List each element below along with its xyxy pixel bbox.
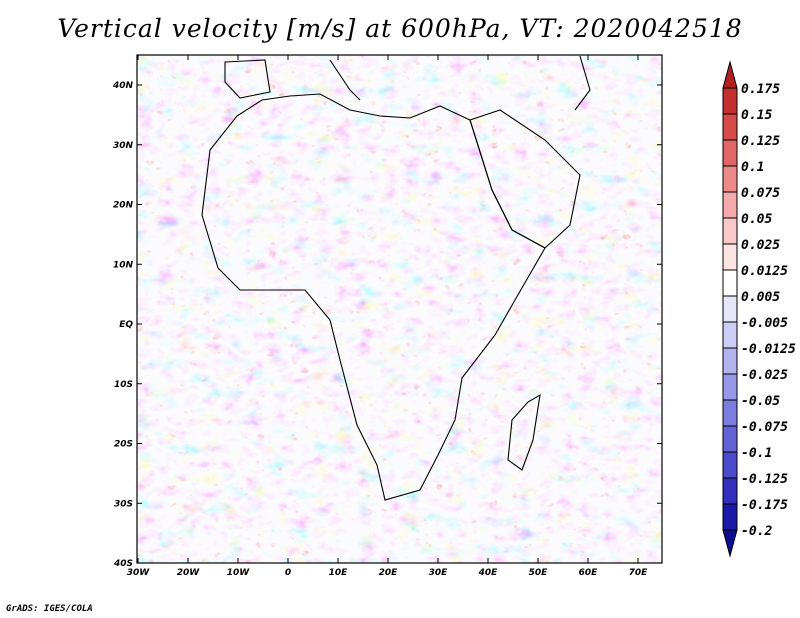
colorbar-swatch [722,347,738,375]
colorbar-label: -0.025 [741,368,788,383]
y-tick-label: 20N [113,201,134,211]
y-tick-label: 10N [113,260,134,270]
colorbar-label: 0.15 [741,108,772,123]
x-tick-label: 10E [329,568,349,578]
y-tick-label: 10S [114,380,133,390]
colorbar-swatch [722,165,738,193]
colorbar-label: -0.005 [741,316,788,331]
colorbar-label: -0.075 [741,420,788,435]
colorbar-label: 0.1 [741,160,764,175]
grads-credit: GrADS: IGES/COLA [6,604,93,614]
colorbar-label: 0.125 [741,134,780,149]
y-tick-label: EQ [119,320,133,330]
colorbar-swatch [722,295,738,323]
y-tick-label: 30S [114,499,133,509]
italy-outline [329,59,361,101]
colorbar-swatch [722,269,738,297]
colorbar-swatch [722,451,738,479]
colorbar-label: 0.075 [741,186,780,201]
caspian-outline [574,55,591,111]
y-tick-label: 40N [112,81,134,91]
colorbar: 0.175 0.15 0.125 0.1 0.075 0.05 0.025 0.0125 0.0… [722,60,796,558]
colorbar-label: 0.175 [741,82,780,97]
colorbar-label: 0.005 [741,290,780,305]
colorbar-bottom-arrow [722,529,738,558]
velocity-field [137,55,662,563]
colorbar-swatch [722,425,738,453]
x-tick-label: 30E [429,568,449,578]
coastlines [201,55,591,501]
x-tick-label: 20W [177,568,201,578]
arabia-outline [469,109,581,249]
colorbar-swatch [722,373,738,401]
x-tick-label: 0 [285,568,291,578]
x-tick-label: 40E [478,568,499,578]
x-tick-label: 60E [579,568,599,578]
colorbar-label: 0.05 [741,212,772,227]
madagascar-outline [507,393,541,471]
iberia-outline [224,59,271,99]
colorbar-label: -0.1 [741,446,772,461]
colorbar-label: 0.0125 [741,264,788,279]
x-tick-label: 70E [629,568,649,578]
colorbar-swatch [722,321,738,349]
y-tick-label: 40S [113,559,133,569]
colorbar-swatch [722,113,738,141]
x-tick-label: 20E [379,568,399,578]
colorbar-label: -0.05 [741,394,780,409]
y-tick-label: 20S [114,440,133,450]
colorbar-label: -0.0125 [741,342,796,357]
x-tick-label: 10W [227,568,251,578]
axis-ticks: 30W 20W 10W 0 10E 20E 30E 40E 50E 60E 70E 40N 30N 20N… [112,55,662,578]
x-tick-label: 50E [529,568,549,578]
colorbar-label: -0.175 [741,498,788,513]
colorbar-swatch [722,191,738,219]
colorbar-swatch [722,217,738,245]
colorbar-swatch [722,477,738,505]
x-tick-label: 30W [127,568,151,578]
colorbar-label: -0.2 [741,524,772,539]
plot-frame [136,54,663,564]
colorbar-swatch [722,399,738,427]
africa-outline [201,93,546,501]
colorbar-swatch [722,139,738,167]
chart-title: Vertical velocity [m/s] at 600hPa, VT: 2… [57,14,743,43]
y-tick-label: 30N [113,141,134,151]
colorbar-swatch [722,503,738,531]
colorbar-swatch [722,243,738,271]
colorbar-label: 0.025 [741,238,780,253]
colorbar-swatch [722,87,738,115]
colorbar-label: -0.125 [741,472,788,487]
colorbar-top-arrow [722,60,738,89]
